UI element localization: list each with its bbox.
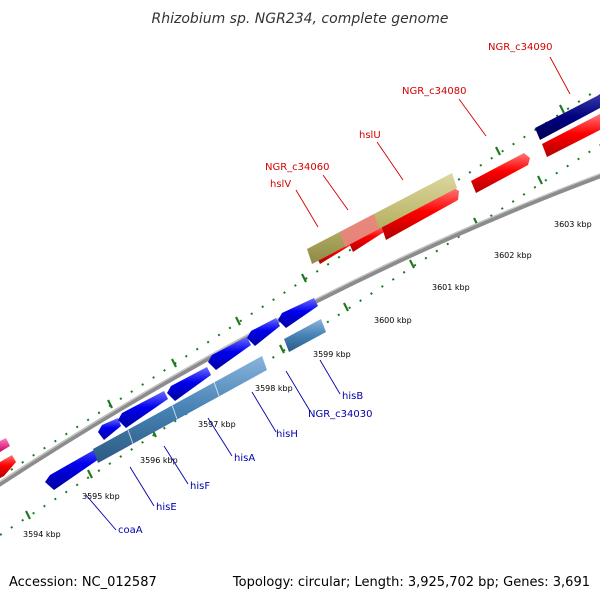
tick-row-outer <box>0 87 600 478</box>
kbp-label-3599: 3599 kbp <box>313 350 351 359</box>
kbp-label-3602: 3602 kbp <box>494 251 532 260</box>
gene-arrow-hisH <box>208 337 251 370</box>
kbp-label-3595: 3595 kbp <box>82 492 120 501</box>
map-title: Rhizobium sp. NGR234, complete genome <box>152 11 449 27</box>
gene-arrow-NGR_c34080 <box>471 153 530 193</box>
gene-arrow-NGR_c34030 <box>247 318 280 346</box>
reverse-strand-genes <box>45 298 318 490</box>
gene-label-hisA[interactable]: hisA <box>234 453 255 464</box>
kbp-label-3601: 3601 kbp <box>432 283 470 292</box>
gene-arrow-red <box>0 455 16 478</box>
kbp-label-3596: 3596 kbp <box>140 456 178 465</box>
gene-arrow-hisA <box>167 367 211 401</box>
gene-label-NGR_c34060[interactable]: NGR_c34060 <box>265 162 330 173</box>
gene-label-hslV[interactable]: hslV <box>270 179 291 190</box>
kbp-label-3594: 3594 kbp <box>23 530 61 539</box>
gene-label-hisB[interactable]: hisB <box>342 391 363 402</box>
gene-label-hisF[interactable]: hisF <box>190 481 210 492</box>
feature-band-steelblue <box>93 356 267 463</box>
gene-arrow-NGR_c34090 <box>535 94 600 140</box>
gene-label-NGR_c34030[interactable]: NGR_c34030 <box>308 409 373 420</box>
feature-band-pink <box>340 214 379 247</box>
gene-label-hisH[interactable]: hisH <box>276 429 298 440</box>
kbp-label-3603: 3603 kbp <box>554 220 592 229</box>
gene-label-hslU[interactable]: hslU <box>359 130 381 141</box>
gene-label-hisE[interactable]: hisE <box>156 502 177 513</box>
accession-text: Accession: NC_012587 <box>9 575 157 590</box>
gene-arrow-red <box>542 114 600 157</box>
leader-lines-red <box>295 56 571 228</box>
feature-band-khaki <box>307 173 457 264</box>
kbp-label-3598: 3598 kbp <box>255 384 293 393</box>
gene-arrow-red <box>349 224 384 252</box>
gene-arrow-pink <box>0 438 10 452</box>
gene-label-coaA[interactable]: coaA <box>118 525 143 536</box>
gene-arrow-hslU <box>381 188 459 240</box>
gene-arrow-hisB <box>278 298 318 328</box>
feature-band-steelblue <box>284 319 326 352</box>
genome-summary-text: Topology: circular; Length: 3,925,702 bp… <box>232 575 590 590</box>
kbp-label-3597: 3597 kbp <box>198 420 236 429</box>
gene-arrow-hisF <box>118 391 168 428</box>
kbp-label-3600: 3600 kbp <box>374 316 412 325</box>
gene-label-NGR_c34080[interactable]: NGR_c34080 <box>402 86 467 97</box>
gene-label-NGR_c34090[interactable]: NGR_c34090 <box>488 42 553 53</box>
gene-arrow-hisE <box>98 418 121 440</box>
major-ticks-inner <box>25 175 543 520</box>
leader-lines-blue <box>85 359 341 531</box>
